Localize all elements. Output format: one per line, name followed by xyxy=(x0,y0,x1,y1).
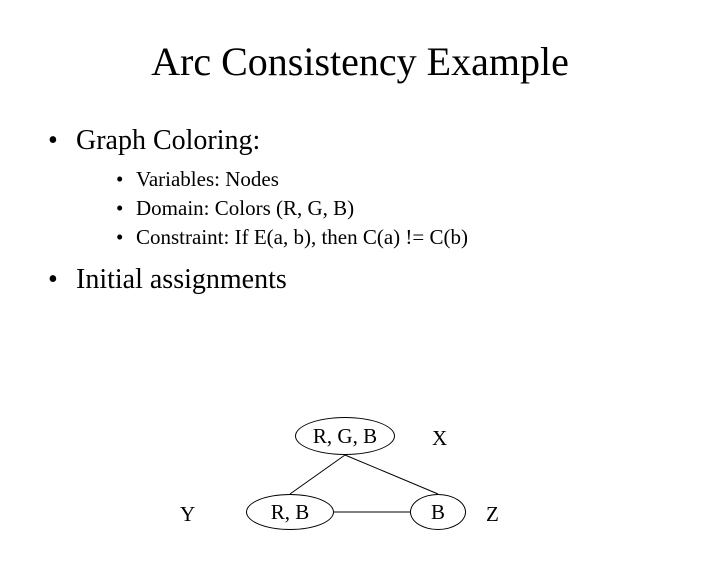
bullet-dot: • xyxy=(116,225,136,250)
bullet-dot: • xyxy=(48,264,76,296)
bullet-text: Variables: Nodes xyxy=(136,167,279,192)
bullet-text: Constraint: If E(a, b), then C(a) != C(b… xyxy=(136,225,468,250)
graph-node-label-x: X xyxy=(432,426,447,451)
bullet-domain: • Domain: Colors (R, G, B) xyxy=(116,196,720,221)
graph-node-y: R, B xyxy=(246,494,334,530)
bullet-text: Domain: Colors (R, G, B) xyxy=(136,196,354,221)
bullet-variables: • Variables: Nodes xyxy=(116,167,720,192)
node-value: R, B xyxy=(271,500,310,525)
bullet-dot: • xyxy=(116,196,136,221)
bullet-graph-coloring: • Graph Coloring: xyxy=(48,125,720,157)
slide-content: • Graph Coloring: • Variables: Nodes • D… xyxy=(48,125,720,296)
bullet-constraint: • Constraint: If E(a, b), then C(a) != C… xyxy=(116,225,720,250)
bullet-dot: • xyxy=(48,125,76,157)
graph-node-label-z: Z xyxy=(486,502,499,527)
bullet-text: Initial assignments xyxy=(76,264,287,296)
graph-node-x: R, G, B xyxy=(295,417,395,455)
graph-node-label-y: Y xyxy=(180,502,195,527)
node-value: B xyxy=(431,500,445,525)
bullet-initial-assignments: • Initial assignments xyxy=(48,264,720,296)
graph-node-z: B xyxy=(410,494,466,530)
slide-title: Arc Consistency Example xyxy=(0,38,720,85)
node-value: R, G, B xyxy=(313,424,377,449)
graph-diagram-edges xyxy=(0,38,720,578)
bullet-text: Graph Coloring: xyxy=(76,125,260,157)
bullet-dot: • xyxy=(116,167,136,192)
